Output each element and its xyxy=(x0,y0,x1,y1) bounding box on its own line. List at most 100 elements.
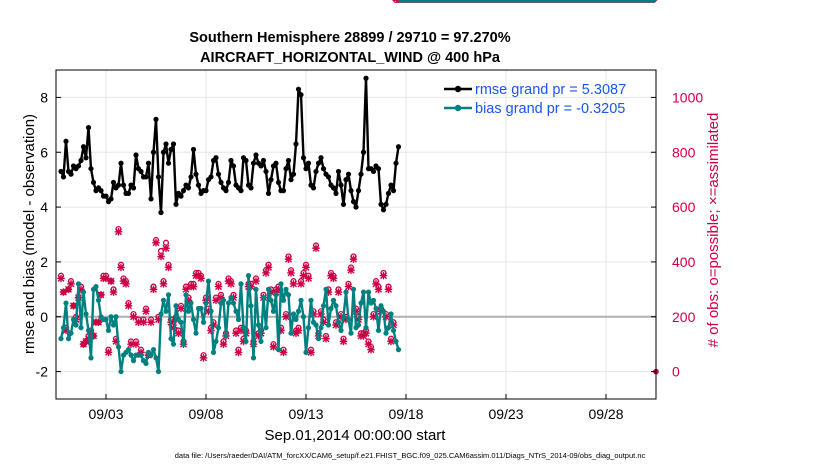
bias-point xyxy=(225,300,232,306)
rmse-point xyxy=(335,168,342,175)
rmse-point xyxy=(388,182,394,188)
bias-point xyxy=(75,281,82,287)
x-tick-label: 09/08 xyxy=(188,406,223,422)
bias-point xyxy=(78,325,84,331)
bias-point xyxy=(153,355,159,361)
rmse-point xyxy=(103,193,109,199)
rmse-point xyxy=(163,141,169,147)
obs-assimilated-marker xyxy=(304,274,313,283)
rmse-point xyxy=(350,199,357,205)
obs-assimilated-marker xyxy=(374,285,383,294)
bias-point xyxy=(138,352,144,358)
bias-point xyxy=(293,316,299,323)
bias-point xyxy=(93,283,99,290)
obs-assimilated-marker xyxy=(339,337,348,346)
obs-assimilated-marker xyxy=(347,266,355,274)
obs-assimilated-marker xyxy=(104,348,113,357)
rmse-point xyxy=(275,179,282,186)
rmse-point xyxy=(393,160,399,166)
bias-point xyxy=(358,300,364,306)
y2-tick-label: 200 xyxy=(672,309,696,325)
x-tick-label: 09/28 xyxy=(588,406,623,422)
bias-point xyxy=(58,336,64,342)
rmse-point xyxy=(305,160,312,166)
y2-tick-label: 1000 xyxy=(672,89,703,105)
bias-point xyxy=(320,303,327,309)
rmse-point xyxy=(263,168,269,175)
rmse-point xyxy=(395,144,402,150)
rmse-point xyxy=(385,190,392,196)
obs-assimilated-marker xyxy=(284,255,293,263)
x-tick-label: 09/03 xyxy=(88,406,123,422)
rmse-point xyxy=(110,179,117,186)
obs-assimilated-marker xyxy=(302,263,310,272)
rmse-series-line xyxy=(59,76,400,214)
bias-point xyxy=(373,305,379,312)
obs-possible-marker xyxy=(162,239,170,246)
rmse-point xyxy=(120,182,127,188)
bias-point xyxy=(393,338,399,345)
rmse-point xyxy=(295,86,302,92)
obs-assimilated-marker xyxy=(122,280,130,288)
obs-assimilated-marker xyxy=(132,340,140,348)
bias-point xyxy=(110,322,117,328)
obs-assimilated-marker xyxy=(297,280,305,288)
legend-rmse-label: rmse grand pr = 5.3087 xyxy=(475,82,626,98)
bias-point xyxy=(108,314,114,320)
rmse-point xyxy=(258,163,264,169)
rmse-point xyxy=(363,75,369,81)
rmse-point xyxy=(358,171,364,177)
obs-assimilated-marker xyxy=(142,307,150,316)
rmse-point xyxy=(195,182,202,188)
obs-assimilated-marker xyxy=(334,288,343,296)
bias-point xyxy=(243,338,249,345)
bias-point xyxy=(378,303,384,309)
bias-point xyxy=(200,319,207,325)
obs-assimilated-marker xyxy=(269,343,278,351)
chart-title: Southern Hemisphere 28899 / 29710 = 97.2… xyxy=(189,30,510,46)
bias-point xyxy=(128,352,134,358)
obs-assimilated-marker xyxy=(152,238,160,247)
bias-point xyxy=(168,336,174,342)
bias-point xyxy=(325,322,332,328)
bias-point xyxy=(115,344,122,350)
obs-assimilated-marker xyxy=(139,318,148,326)
obs-assimilated-marker xyxy=(384,285,393,294)
rmse-point xyxy=(130,185,137,191)
rmse-point xyxy=(165,160,172,166)
bias-point xyxy=(260,294,267,301)
obs-assimilated-marker xyxy=(287,269,295,277)
bias-point xyxy=(238,281,244,287)
bias-point xyxy=(160,297,167,303)
obs-assimilated-marker xyxy=(217,293,225,302)
obs-possible-marker xyxy=(395,0,402,4)
bias-point xyxy=(305,325,312,331)
rmse-point xyxy=(260,157,267,164)
bias-series-line xyxy=(59,274,400,373)
rmse-point xyxy=(248,185,254,191)
bias-point xyxy=(273,292,279,298)
grid-lines xyxy=(56,70,656,399)
bias-point xyxy=(650,0,657,3)
legend: rmse grand pr = 5.3087 bias grand pr = -… xyxy=(444,82,626,117)
bias-point xyxy=(255,322,262,328)
bias-point xyxy=(73,322,79,328)
obs-assimilated-marker xyxy=(197,274,205,283)
rmse-point xyxy=(213,155,219,161)
bias-point xyxy=(65,336,72,342)
obs-assimilated-marker xyxy=(129,313,138,321)
rmse-point xyxy=(353,204,359,210)
obs-assimilated-marker xyxy=(322,334,330,343)
bias-point xyxy=(308,297,314,303)
bias-point xyxy=(228,294,234,301)
obs-assimilated-marker xyxy=(379,271,388,280)
rmse-point xyxy=(253,152,259,158)
rmse-point xyxy=(143,174,149,180)
bias-point xyxy=(318,325,324,331)
rmse-point xyxy=(218,179,224,186)
bias-point xyxy=(278,281,284,287)
bias-point xyxy=(283,286,289,292)
rmse-point xyxy=(298,92,304,98)
bias-point xyxy=(155,368,162,375)
